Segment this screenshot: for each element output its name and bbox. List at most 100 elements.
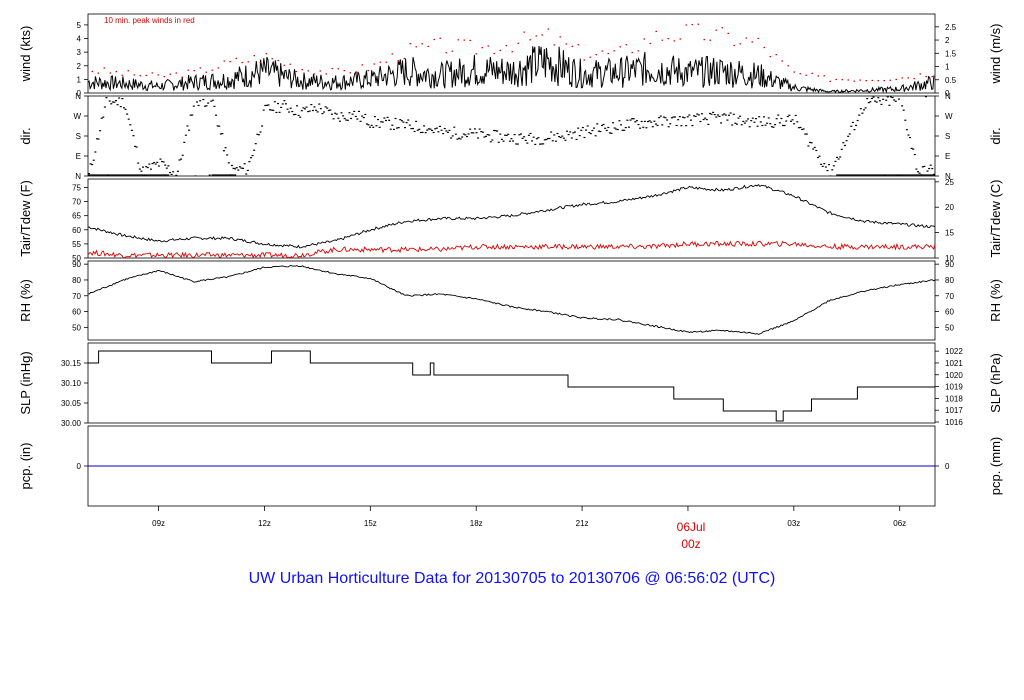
- wind-direction-point: [246, 169, 249, 172]
- wind-direction-point: [130, 129, 133, 131]
- peak-wind-point: [601, 50, 604, 52]
- wind-direction-point: [924, 96, 927, 98]
- peak-wind-point: [523, 31, 526, 33]
- wind-direction-point: [253, 149, 256, 151]
- wind-direction-point: [276, 102, 279, 105]
- peak-wind-point: [355, 71, 358, 73]
- peak-wind-point: [475, 53, 478, 55]
- wind-direction-point: [750, 120, 753, 122]
- wind-direction-point: [621, 129, 624, 131]
- wind-direction-point: [367, 124, 370, 126]
- wind-direction-point: [909, 136, 912, 139]
- wind-direction-point: [775, 118, 778, 120]
- rh-ytick-right: 50: [945, 323, 954, 332]
- peak-wind-point: [577, 44, 580, 46]
- dir-plot: [88, 96, 935, 176]
- dir-ytick-right: N: [945, 172, 951, 181]
- dir-frame: [87, 95, 936, 177]
- wind-direction-point: [791, 119, 794, 121]
- wind-direction-point: [173, 175, 176, 176]
- wind-direction-point: [716, 114, 719, 116]
- wind-direction-point: [578, 134, 581, 137]
- wind-direction-point: [245, 173, 248, 175]
- temp-air-temp-line: [88, 184, 935, 249]
- wind-direction-point: [921, 166, 924, 168]
- wind-direction-point: [926, 170, 929, 172]
- wind-direction-point: [794, 114, 797, 117]
- wind-direction-point: [94, 151, 97, 153]
- wind-direction-point: [243, 163, 246, 165]
- wind-direction-point: [558, 135, 561, 138]
- wind-direction-point: [346, 119, 349, 121]
- wind-direction-point: [837, 158, 840, 160]
- wind-direction-point: [559, 136, 562, 139]
- dir-ytick-right: N: [945, 92, 951, 101]
- wind-direction-point: [848, 133, 851, 135]
- wind-direction-point: [330, 113, 333, 115]
- wind-direction-point: [397, 126, 400, 129]
- wind-direction-point: [585, 129, 588, 131]
- wind-direction-point: [286, 108, 289, 110]
- peak-wind-point: [895, 78, 898, 81]
- peak-wind-point: [193, 70, 196, 72]
- wind-ytick-left: 3: [77, 48, 82, 57]
- peak-wind-point: [835, 78, 838, 81]
- peak-wind-point: [787, 65, 790, 67]
- wind-direction-point: [91, 163, 94, 166]
- wind-direction-point: [658, 117, 661, 119]
- wind-direction-point: [396, 127, 399, 129]
- wind-direction-point: [210, 100, 213, 102]
- wind-direction-point: [197, 104, 200, 107]
- wind-direction-point: [809, 141, 812, 144]
- slp-ytick-right: 1016: [945, 418, 963, 427]
- rh-ylabel-left: RH (%): [18, 279, 33, 322]
- wind-direction-point: [340, 112, 343, 114]
- wind-ytick-left: 4: [77, 35, 82, 44]
- peak-wind-point: [499, 49, 502, 52]
- wind-direction-point: [183, 141, 186, 143]
- wind-direction-point: [230, 164, 233, 167]
- x-tick-label: 15z: [364, 519, 377, 528]
- wind-direction-point: [624, 126, 627, 129]
- peak-wind-point: [817, 75, 820, 77]
- wind-direction-point: [305, 106, 308, 108]
- wind-direction-point: [249, 157, 252, 159]
- wind-direction-point: [783, 124, 786, 127]
- wind-direction-point: [95, 138, 98, 140]
- wind-direction-point: [878, 100, 881, 102]
- peak-wind-point: [517, 42, 520, 44]
- peak-wind-point: [97, 72, 100, 74]
- wind-speed-line: [88, 45, 935, 93]
- wind-direction-point: [572, 132, 575, 134]
- pcp-ytick-left: 0: [77, 462, 82, 471]
- wind-direction-point: [805, 133, 808, 135]
- wind-direction-point: [666, 119, 669, 121]
- peak-wind-point: [403, 57, 406, 60]
- peak-wind-point: [331, 67, 334, 70]
- wind-direction-point: [510, 138, 513, 140]
- wind-direction-point: [372, 126, 375, 128]
- wind-direction-point: [759, 121, 762, 123]
- wind-direction-point: [591, 129, 594, 132]
- wind-direction-point: [688, 114, 691, 116]
- peak-wind-point: [127, 70, 130, 72]
- dir-ytick-right: S: [945, 132, 950, 141]
- wind-direction-point: [497, 141, 500, 143]
- wind-direction-point: [902, 109, 905, 111]
- wind-direction-point: [140, 170, 143, 172]
- wind-direction-point: [419, 131, 422, 134]
- wind-direction-point: [153, 161, 156, 164]
- wind-direction-point: [489, 141, 492, 143]
- wind-direction-point: [464, 134, 467, 136]
- peak-wind-point: [715, 29, 718, 31]
- peak-wind-point: [103, 67, 106, 69]
- peak-wind-point: [415, 46, 418, 48]
- wind-direction-point: [801, 128, 804, 131]
- wind-direction-point: [411, 127, 414, 130]
- rh-ytick-right: 90: [945, 260, 954, 269]
- wind-direction-point: [151, 162, 154, 165]
- peak-wind-point: [217, 67, 220, 69]
- peak-wind-point: [643, 38, 646, 40]
- wind-direction-point: [161, 160, 164, 163]
